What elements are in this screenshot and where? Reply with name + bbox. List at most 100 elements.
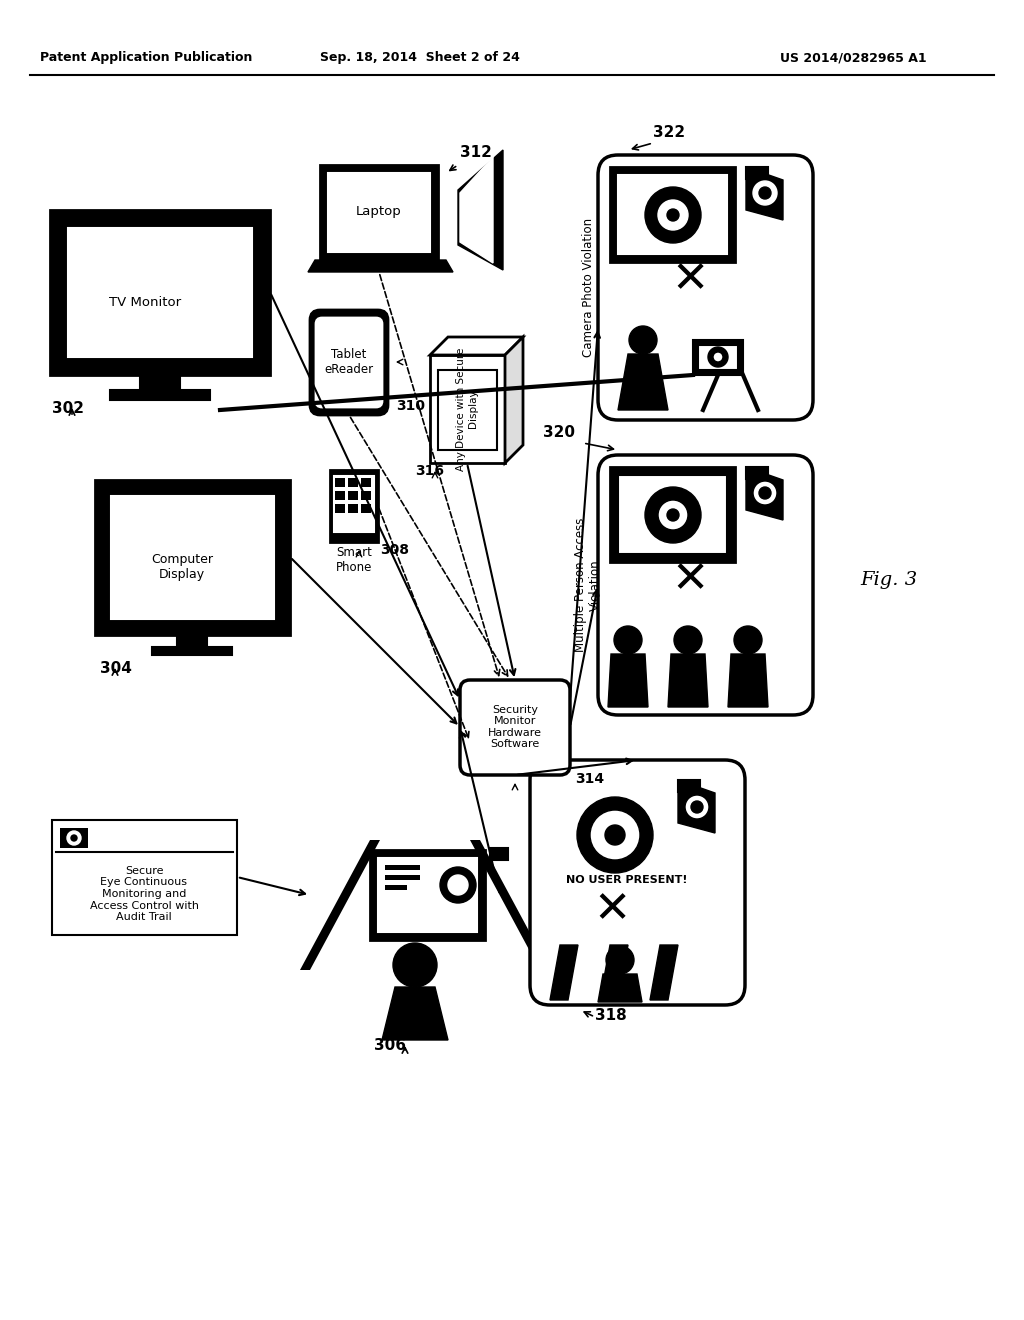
Circle shape: [440, 867, 476, 903]
Bar: [330, 470, 378, 543]
FancyBboxPatch shape: [310, 310, 388, 414]
Circle shape: [713, 352, 723, 362]
Text: Security
Monitor
Hardware
Software: Security Monitor Hardware Software: [488, 705, 542, 750]
Text: Tablet
eReader: Tablet eReader: [325, 348, 374, 376]
Circle shape: [658, 201, 688, 230]
Bar: [95, 480, 290, 635]
Bar: [334, 477, 374, 532]
Text: 302: 302: [52, 401, 84, 416]
Polygon shape: [600, 945, 628, 1001]
Bar: [177, 635, 207, 649]
Circle shape: [759, 487, 771, 499]
Bar: [378, 858, 477, 932]
Polygon shape: [308, 260, 453, 272]
Circle shape: [494, 849, 504, 859]
Polygon shape: [470, 840, 550, 970]
Text: Fig. 3: Fig. 3: [860, 572, 918, 589]
Text: 312: 312: [460, 145, 492, 160]
Text: Any Device with Secure
Display: Any Device with Secure Display: [457, 347, 478, 471]
Bar: [746, 467, 768, 479]
Polygon shape: [728, 653, 768, 708]
Text: NO USER PRESENT!: NO USER PRESENT!: [566, 875, 688, 884]
FancyBboxPatch shape: [598, 455, 813, 715]
Bar: [68, 228, 252, 356]
Bar: [385, 875, 420, 880]
FancyBboxPatch shape: [460, 680, 570, 775]
Bar: [698, 345, 738, 370]
Circle shape: [449, 875, 468, 895]
Circle shape: [590, 810, 640, 861]
Text: Secure
Eye Continuous
Monitoring and
Access Control with
Audit Trail: Secure Eye Continuous Monitoring and Acc…: [89, 866, 199, 923]
Circle shape: [645, 187, 701, 243]
Bar: [618, 176, 727, 253]
Bar: [490, 847, 508, 861]
Circle shape: [667, 209, 679, 220]
Bar: [52, 820, 237, 935]
Text: 320: 320: [543, 425, 575, 440]
Text: 318: 318: [595, 1008, 627, 1023]
Circle shape: [645, 487, 701, 543]
Polygon shape: [650, 945, 678, 1001]
Bar: [610, 168, 735, 261]
Bar: [50, 210, 270, 375]
Polygon shape: [460, 157, 493, 263]
Text: Computer
Display: Computer Display: [151, 553, 213, 581]
Text: 310: 310: [396, 399, 425, 413]
Bar: [335, 504, 345, 513]
Bar: [361, 504, 371, 513]
Circle shape: [753, 181, 777, 205]
Polygon shape: [678, 780, 715, 833]
Circle shape: [667, 510, 679, 521]
Text: ✕: ✕: [593, 888, 631, 932]
Circle shape: [67, 832, 81, 845]
Circle shape: [691, 801, 703, 813]
Text: TV Monitor: TV Monitor: [109, 296, 181, 309]
Circle shape: [605, 825, 625, 845]
Text: Smart
Phone: Smart Phone: [336, 546, 372, 574]
Text: Sep. 18, 2014  Sheet 2 of 24: Sep. 18, 2014 Sheet 2 of 24: [321, 51, 520, 65]
Bar: [335, 478, 345, 487]
Polygon shape: [668, 653, 708, 708]
Text: Laptop: Laptop: [356, 206, 401, 219]
Circle shape: [674, 626, 702, 653]
Polygon shape: [458, 150, 503, 271]
Bar: [348, 491, 358, 500]
Polygon shape: [505, 337, 523, 463]
Text: 304: 304: [100, 661, 132, 676]
Polygon shape: [382, 987, 449, 1040]
Text: 316: 316: [415, 465, 444, 478]
FancyBboxPatch shape: [530, 760, 745, 1005]
Bar: [610, 467, 735, 562]
Circle shape: [577, 797, 653, 873]
Bar: [348, 478, 358, 487]
Bar: [746, 168, 768, 180]
Circle shape: [629, 326, 657, 354]
Circle shape: [658, 500, 688, 531]
Bar: [60, 828, 88, 847]
Bar: [370, 850, 485, 940]
Text: 314: 314: [575, 772, 604, 785]
Text: Multiple Person Access
Violation: Multiple Person Access Violation: [574, 517, 602, 652]
Polygon shape: [608, 653, 648, 708]
Bar: [140, 375, 180, 393]
Text: ✕: ✕: [672, 259, 709, 301]
Bar: [385, 884, 407, 890]
Bar: [430, 355, 505, 463]
Polygon shape: [300, 840, 380, 970]
Text: Patent Application Publication: Patent Application Publication: [40, 51, 252, 65]
Bar: [319, 165, 438, 260]
Polygon shape: [430, 337, 523, 355]
FancyBboxPatch shape: [316, 318, 382, 407]
Bar: [361, 491, 371, 500]
Bar: [438, 370, 497, 450]
Polygon shape: [598, 974, 642, 1002]
Text: ✕: ✕: [672, 558, 709, 602]
Circle shape: [759, 187, 771, 199]
Polygon shape: [746, 168, 783, 220]
Polygon shape: [618, 354, 668, 411]
Circle shape: [393, 942, 437, 987]
Bar: [385, 865, 420, 870]
Circle shape: [685, 795, 709, 818]
FancyBboxPatch shape: [598, 154, 813, 420]
Bar: [152, 647, 232, 655]
